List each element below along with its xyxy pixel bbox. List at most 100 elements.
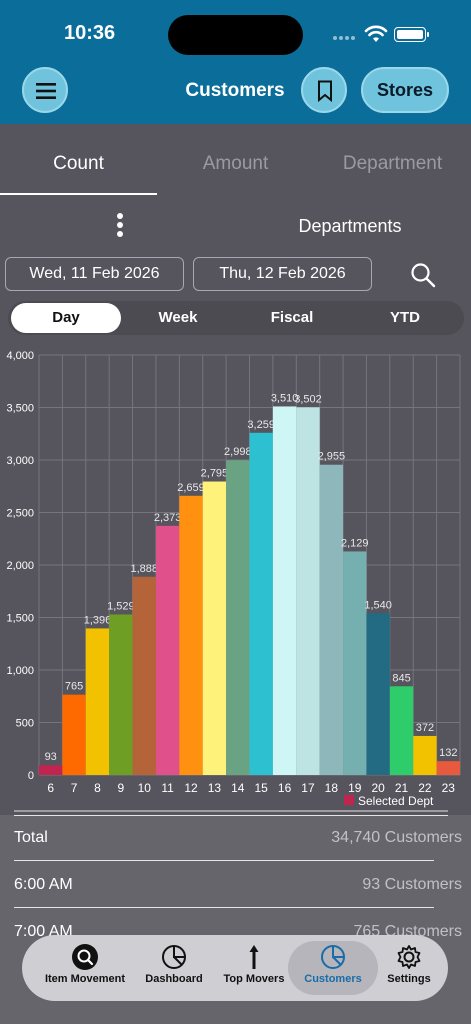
divider	[14, 860, 434, 861]
status-time: 10:36	[64, 22, 116, 44]
search-icon[interactable]	[410, 262, 436, 288]
tabbar-item-top-movers[interactable]: Top Movers	[216, 941, 292, 995]
x-tick-label: 14	[231, 781, 245, 795]
bar	[272, 406, 297, 775]
period-day[interactable]: Day	[11, 303, 121, 333]
y-tick-label: 2,500	[6, 508, 34, 520]
more-options-icon[interactable]	[108, 210, 132, 240]
x-tick-label: 12	[184, 781, 198, 795]
page-title: Customers	[185, 80, 285, 101]
data-label: 2,659	[177, 482, 205, 494]
bar	[249, 432, 273, 775]
row-label: 6:00 AM	[14, 876, 73, 893]
data-label: 1,396	[84, 614, 112, 626]
data-label: 2,373	[154, 512, 182, 524]
row-label: Total	[14, 829, 48, 846]
item-movement-icon	[72, 944, 98, 970]
app-header: 10:36 Customers Stores	[0, 0, 471, 124]
data-label: 132	[439, 747, 457, 759]
departments-button[interactable]: Departments	[298, 216, 402, 236]
settings-icon	[397, 945, 421, 969]
data-label: 93	[45, 751, 57, 763]
tabbar-label: Customers	[304, 973, 362, 985]
top-movers-icon	[249, 945, 259, 969]
tabbar-label: Item Movement	[44, 973, 126, 985]
x-tick-label: 17	[301, 781, 315, 795]
bar	[179, 495, 203, 775]
tab-department[interactable]: Department	[342, 153, 443, 174]
tabbar-label: Settings	[387, 973, 431, 985]
x-tick-label: 7	[71, 781, 78, 795]
x-tick-label: 9	[118, 781, 125, 795]
y-tick-label: 2,000	[6, 560, 34, 572]
tabbar-item-settings[interactable]: Settings	[378, 941, 440, 995]
stores-button[interactable]: Stores	[361, 67, 449, 113]
bar	[132, 576, 156, 775]
dynamic-island	[168, 15, 303, 55]
battery-icon	[394, 27, 429, 42]
data-label: 845	[392, 672, 410, 684]
bar	[296, 407, 320, 775]
legend-label: Selected Dept	[358, 794, 434, 808]
tabbar-item-dashboard[interactable]: Dashboard	[138, 941, 210, 995]
data-label: 1,540	[364, 599, 392, 611]
y-tick-label: 4,000	[6, 350, 34, 362]
tabbar-label: Dashboard	[145, 973, 203, 985]
chart-canvas: 0 500 1,000 1,500 2,000 2,500 3,000 3,500 4,000 9…	[6, 350, 461, 812]
hamburger-icon	[36, 83, 56, 99]
x-tick-label: 16	[278, 781, 292, 795]
tab-amount[interactable]: Amount	[202, 153, 269, 174]
tab-count[interactable]: Count	[53, 153, 104, 174]
x-tick-label: 8	[94, 781, 101, 795]
bar	[413, 735, 437, 775]
y-tick-label: 0	[28, 770, 34, 782]
bar	[39, 765, 63, 775]
active-tab-indicator	[0, 193, 157, 195]
period-week[interactable]: Week	[158, 309, 198, 326]
x-tick-label: 23	[442, 781, 456, 795]
period-segmented-control: Day Week Fiscal YTD	[8, 301, 464, 335]
dashboard-icon	[162, 945, 186, 969]
tabbar-item-customers[interactable]: Customers	[288, 941, 378, 995]
bookmark-button[interactable]	[301, 67, 347, 113]
data-label: 2,955	[318, 451, 346, 463]
data-label: 2,129	[341, 537, 369, 549]
menu-button[interactable]	[22, 67, 68, 113]
data-label: 765	[65, 681, 83, 693]
data-label: 1,888	[130, 563, 158, 575]
y-tick-label: 1,000	[6, 665, 34, 677]
row-value: 93 Customers	[362, 876, 462, 893]
tabbar-label: Top Movers	[223, 973, 285, 985]
tabbar-item-movement[interactable]: Item Movement	[36, 941, 134, 995]
x-tick-label: 21	[395, 781, 409, 795]
x-tick-label: 11	[161, 781, 174, 795]
bar	[319, 464, 344, 775]
y-tick-label: 3,000	[6, 455, 34, 467]
period-ytd[interactable]: YTD	[390, 309, 420, 326]
bar	[366, 613, 390, 775]
row-value: 34,740 Customers	[331, 829, 462, 846]
summary-row: 6:00 AM 93 Customers	[14, 862, 462, 908]
metric-tabs: Count Amount Department	[0, 138, 471, 196]
date-to-field[interactable]: Thu, 12 Feb 2026	[193, 257, 372, 291]
data-label: 3,510	[271, 392, 299, 404]
x-tick-label: 13	[208, 781, 222, 795]
summary-row-total: Total 34,740 Customers	[14, 815, 462, 861]
bottom-tab-bar: Item Movement Dashboard Top Movers Custo…	[22, 935, 448, 1001]
bar	[389, 686, 414, 775]
divider	[14, 907, 434, 908]
date-from-field[interactable]: Wed, 11 Feb 2026	[5, 257, 184, 291]
bar	[436, 761, 460, 775]
x-tick-label: 18	[325, 781, 339, 795]
period-fiscal[interactable]: Fiscal	[270, 309, 314, 326]
bar	[343, 551, 367, 775]
data-label: 3,259	[247, 419, 275, 431]
bookmark-icon	[318, 80, 332, 102]
x-tick-label: 19	[348, 781, 362, 795]
bar	[155, 525, 180, 775]
x-tick-label: 20	[371, 781, 385, 795]
legend-swatch	[344, 795, 354, 805]
y-tick-label: 3,500	[6, 403, 34, 415]
customers-icon	[321, 945, 345, 969]
x-tick-label: 15	[255, 781, 269, 795]
